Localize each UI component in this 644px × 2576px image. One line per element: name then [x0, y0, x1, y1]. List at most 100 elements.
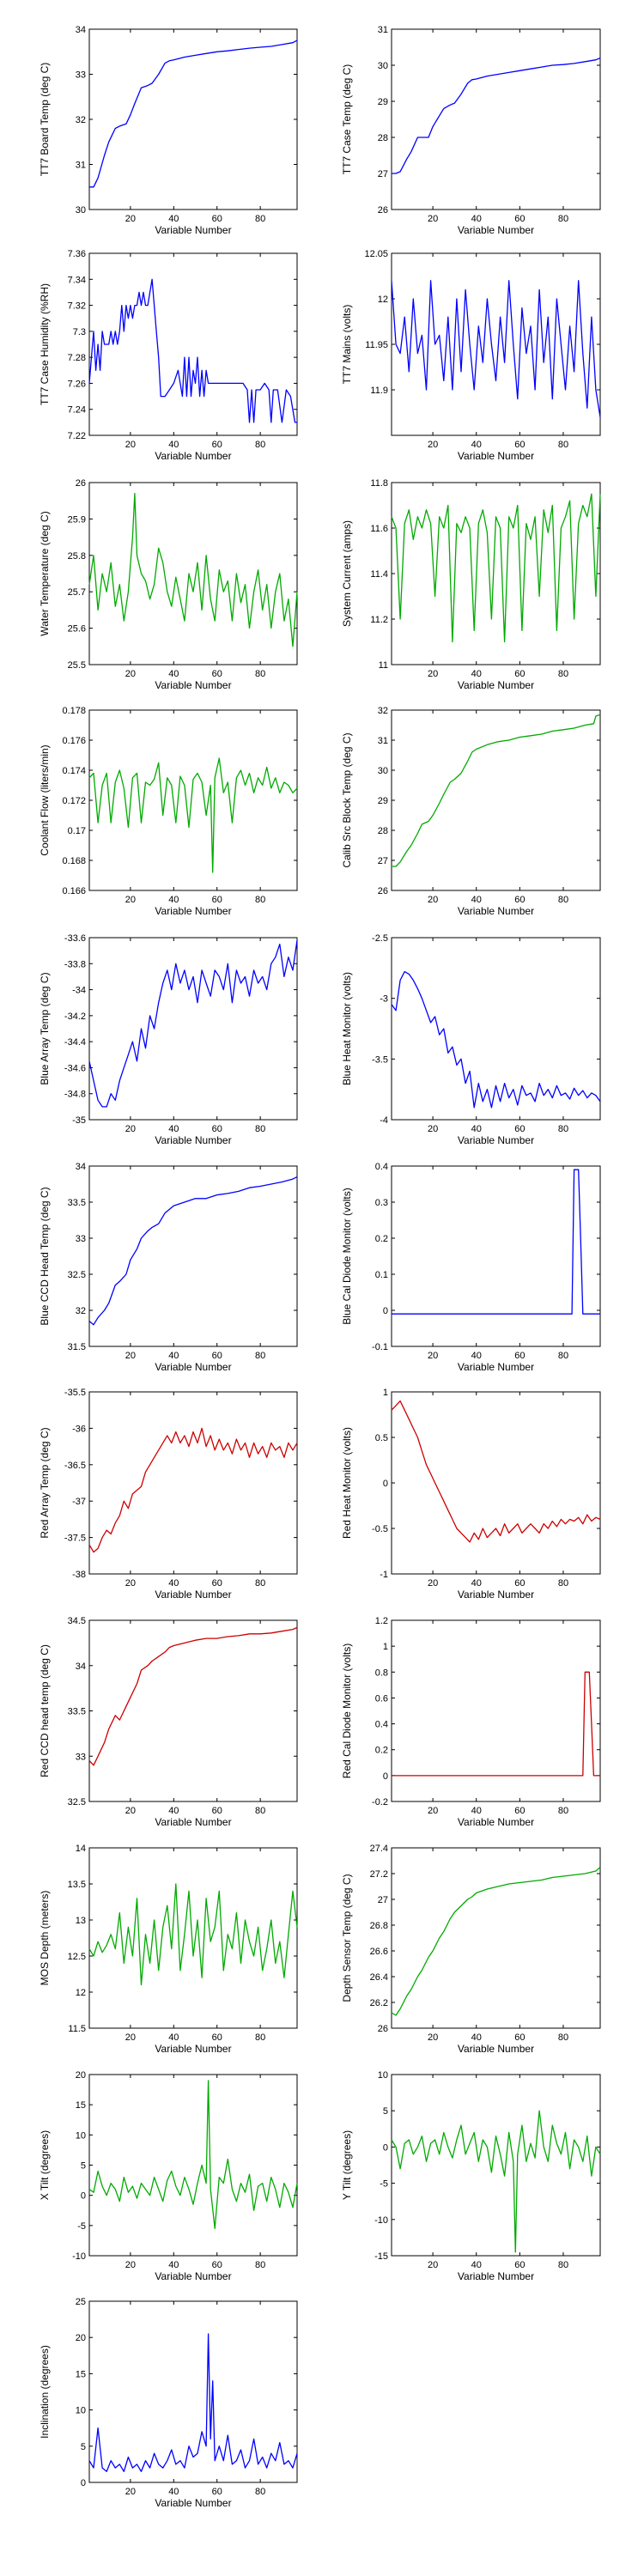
x-tick-label: 20 — [428, 1124, 438, 1134]
series-line — [88, 2333, 298, 2472]
y-tick-label: 0.3 — [375, 1198, 388, 1208]
chart-panel: 20 40 60 80 26 26.2 26.4 26.6 26.8 27 27.2 27.4 Vari… — [341, 1844, 601, 2055]
x-tick-label: 20 — [428, 2260, 438, 2270]
y-tick-label: 13 — [76, 1916, 86, 1926]
y-tick-label: 0 — [383, 1306, 388, 1316]
chart-panel: 20 40 60 80 25.5 25.6 25.7 25.8 25.9 26 Variable N… — [39, 478, 298, 691]
x-tick-label: 60 — [514, 1351, 525, 1361]
x-tick-label: 60 — [212, 1351, 222, 1361]
y-axis-label: TT7 Mains (volts) — [341, 305, 353, 385]
y-tick-label: 25.6 — [68, 624, 86, 635]
y-tick-label: 20 — [76, 2333, 86, 2343]
y-axis-label: TT7 Board Temp (deg C) — [39, 63, 51, 177]
chart-panel: 20 40 60 80 26 27 28 29 30 31 32 Variable Number Cal… — [341, 706, 601, 917]
x-tick-label: 40 — [471, 1806, 482, 1816]
y-tick-label: 0.2 — [375, 1234, 388, 1244]
x-tick-label: 80 — [558, 214, 568, 224]
x-tick-label: 40 — [471, 1351, 482, 1361]
y-tick-label: 7.24 — [68, 405, 86, 416]
x-tick-label: 60 — [514, 440, 525, 450]
x-tick-label: 60 — [514, 214, 525, 224]
y-tick-label: 11.4 — [370, 569, 388, 580]
series-line — [89, 39, 298, 188]
y-tick-label: 5 — [81, 2161, 86, 2172]
x-tick-label: 40 — [471, 895, 482, 905]
x-tick-label: 20 — [125, 2032, 136, 2043]
series-line — [88, 493, 298, 647]
y-tick-label: -4 — [380, 1115, 388, 1126]
y-tick-label: 31 — [378, 25, 388, 35]
series-line — [88, 1883, 298, 1986]
series-line — [391, 1867, 601, 2016]
x-tick-label: 80 — [255, 2032, 265, 2043]
x-tick-label: 40 — [168, 214, 179, 224]
plot-frame — [88, 1847, 298, 2029]
x-tick-label: 40 — [168, 2260, 179, 2270]
x-tick-label: 60 — [212, 2260, 222, 2270]
x-axis-label: Variable Number — [155, 1816, 231, 1828]
plot-frame — [391, 1391, 601, 1575]
x-tick-label: 40 — [471, 1578, 482, 1589]
x-tick-label: 80 — [558, 1806, 568, 1816]
x-tick-label: 40 — [471, 440, 482, 450]
chart-panel: 20 40 60 80 7.22 7.24 7.26 7.28 7.3 7.32 7.34 7.36 V… — [39, 249, 298, 462]
y-tick-label: 26.8 — [370, 1921, 388, 1931]
chart-panel: 20 40 60 80 31.5 32 32.5 33 33.5 34 Variable Numbe… — [39, 1162, 298, 1373]
x-tick-label: 80 — [558, 669, 568, 679]
x-tick-label: 80 — [255, 895, 265, 905]
x-tick-label: 20 — [428, 669, 438, 679]
y-tick-label: -33.8 — [64, 959, 86, 969]
x-axis-label: Variable Number — [458, 905, 534, 917]
x-tick-label: 60 — [212, 1124, 222, 1134]
y-tick-label: 0.5 — [375, 1433, 388, 1443]
chart-panel: 20 40 60 80 -38 -37.5 -37 -36.5 -36 -35.5 Variable… — [39, 1388, 298, 1601]
y-axis-label: TT7 Case Humidity (%RH) — [39, 283, 51, 405]
y-tick-label: 27 — [378, 169, 388, 179]
x-tick-label: 20 — [428, 214, 438, 224]
y-tick-label: 0.1 — [375, 1270, 388, 1280]
y-tick-label: 0 — [383, 2142, 388, 2153]
y-axis-label: Blue CCD Head Temp (deg C) — [39, 1187, 51, 1325]
y-axis-label: Inclination (degrees) — [39, 2345, 51, 2439]
y-tick-label: 0.174 — [62, 766, 86, 776]
y-axis-label: System Current (amps) — [341, 520, 353, 627]
y-tick-label: 0.4 — [375, 1162, 388, 1172]
x-tick-label: 60 — [212, 669, 222, 679]
x-tick-label: 60 — [212, 2032, 222, 2043]
y-tick-label: -0.5 — [372, 1524, 388, 1534]
y-axis-label: Y Tilt (degrees) — [341, 2130, 353, 2200]
series-line — [88, 1176, 298, 1326]
y-tick-label: 1 — [383, 1388, 388, 1398]
x-axis-label: Variable Number — [155, 2043, 231, 2055]
chart-panel: 20 40 60 80 -10 -5 0 5 10 15 20 Variable Number X Ti… — [39, 2070, 298, 2282]
y-tick-label: 34.5 — [68, 1616, 86, 1626]
y-tick-label: -34.2 — [64, 1012, 86, 1022]
y-tick-label: 29 — [378, 97, 388, 107]
x-tick-label: 40 — [471, 2032, 482, 2043]
y-tick-label: 32 — [378, 706, 388, 716]
x-tick-label: 40 — [471, 2260, 482, 2270]
y-tick-label: 25.7 — [68, 587, 86, 598]
y-tick-label: 12.05 — [364, 249, 388, 259]
x-tick-label: 40 — [168, 669, 179, 679]
x-axis-label: Variable Number — [155, 679, 231, 691]
x-tick-label: 40 — [168, 440, 179, 450]
x-tick-label: 20 — [125, 1124, 136, 1134]
y-tick-label: 32 — [76, 115, 86, 125]
y-tick-label: 26 — [378, 205, 388, 216]
y-tick-label: 0.2 — [375, 1746, 388, 1756]
y-tick-label: 34 — [76, 1162, 86, 1172]
y-tick-label: 25 — [76, 2297, 86, 2307]
y-tick-label: 0.178 — [62, 706, 86, 716]
y-axis-label: Coolant Flow (liters/min) — [39, 744, 51, 855]
x-tick-label: 20 — [428, 2032, 438, 2043]
x-tick-label: 20 — [428, 440, 438, 450]
y-tick-label: -34.4 — [64, 1037, 86, 1048]
y-axis-label: Blue Cal Diode Monitor (volts) — [341, 1188, 353, 1324]
y-axis-label: Depth Sensor Temp (deg C) — [341, 1874, 353, 2002]
y-tick-label: -36.5 — [64, 1461, 86, 1471]
x-tick-label: 80 — [255, 1124, 265, 1134]
plot-frame — [88, 1391, 298, 1575]
x-tick-label: 20 — [428, 1578, 438, 1589]
x-tick-label: 60 — [212, 1578, 222, 1589]
